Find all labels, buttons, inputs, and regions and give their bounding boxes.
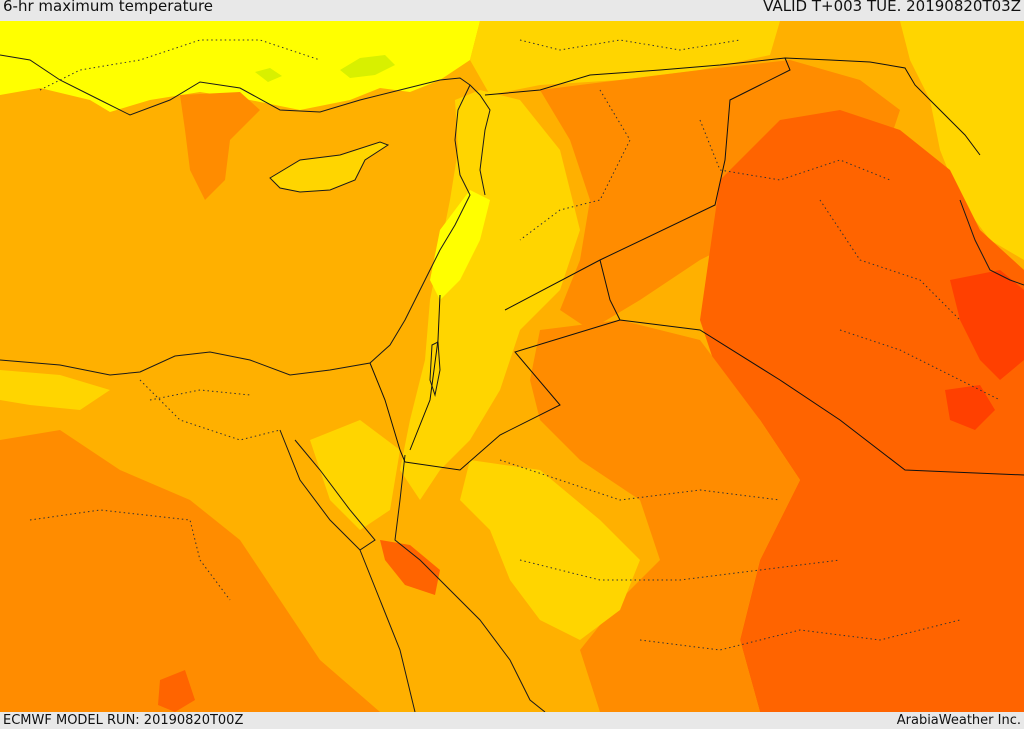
temperature-zone-saudi-yellow	[460, 460, 640, 640]
temperature-zone-egypt-orange	[0, 430, 380, 712]
credit-label: ArabiaWeather Inc.	[896, 713, 1021, 728]
temperature-zone-med-orange	[180, 92, 260, 200]
temperature-zone-egypt-yellow	[0, 370, 110, 410]
temperature-zone-north-yellow-east	[470, 21, 780, 95]
valid-time-label: VALID T+003 TUE. 20190820T03Z	[763, 0, 1021, 15]
temperature-zone-north-yellow	[0, 21, 480, 112]
temperature-zone-saudi-orange	[530, 320, 800, 712]
map-footer: ECMWF MODEL RUN: 20190820T00Z ArabiaWeat…	[0, 712, 1024, 729]
temperature-zone-greenish-2	[255, 68, 282, 82]
red-sea-coastline-east	[394, 454, 546, 712]
temperature-zone-iraq-red-2	[945, 385, 995, 430]
persian-gulf-coastline	[959, 199, 1024, 286]
temperature-zone-levant-yellow-bright	[430, 190, 490, 300]
temperature-zone-levant-yellow	[400, 90, 580, 500]
jordan-west-border	[409, 294, 441, 451]
model-run-label: ECMWF MODEL RUN: 20190820T00Z	[3, 713, 244, 728]
temperature-map-svg	[0, 21, 1024, 712]
gulf-of-suez-coastline	[279, 429, 376, 551]
jordan-saudi-border	[599, 259, 1024, 476]
temperature-zone-redsea-dark	[380, 540, 440, 595]
temperature-zone-iraq-dark-orange	[700, 110, 1024, 712]
temperature-zone-south-dark-1	[158, 670, 195, 712]
map-title: 6-hr maximum temperature	[3, 0, 214, 15]
cyprus-coastline	[269, 141, 390, 193]
temperature-map	[0, 21, 1024, 712]
map-header: 6-hr maximum temperature VALID T+003 TUE…	[0, 0, 1024, 21]
israel-egypt-border	[369, 362, 406, 463]
temperature-zone-greenish-1	[340, 55, 395, 78]
red-sea-coastline-west	[359, 549, 416, 712]
med-north-coastline	[0, 54, 471, 376]
temperature-zone-northeast-yellow	[900, 21, 1024, 260]
dead-sea-outline	[429, 341, 441, 397]
turkey-syria-border	[484, 57, 981, 156]
syria-iraq-border	[504, 57, 791, 311]
jordan-east-border	[404, 319, 621, 471]
temperature-zone-iraq-red	[950, 270, 1024, 380]
province-boundaries	[29, 39, 1001, 651]
levant-coastline	[469, 84, 491, 196]
temperature-zone-sinai-yellow	[310, 420, 400, 530]
